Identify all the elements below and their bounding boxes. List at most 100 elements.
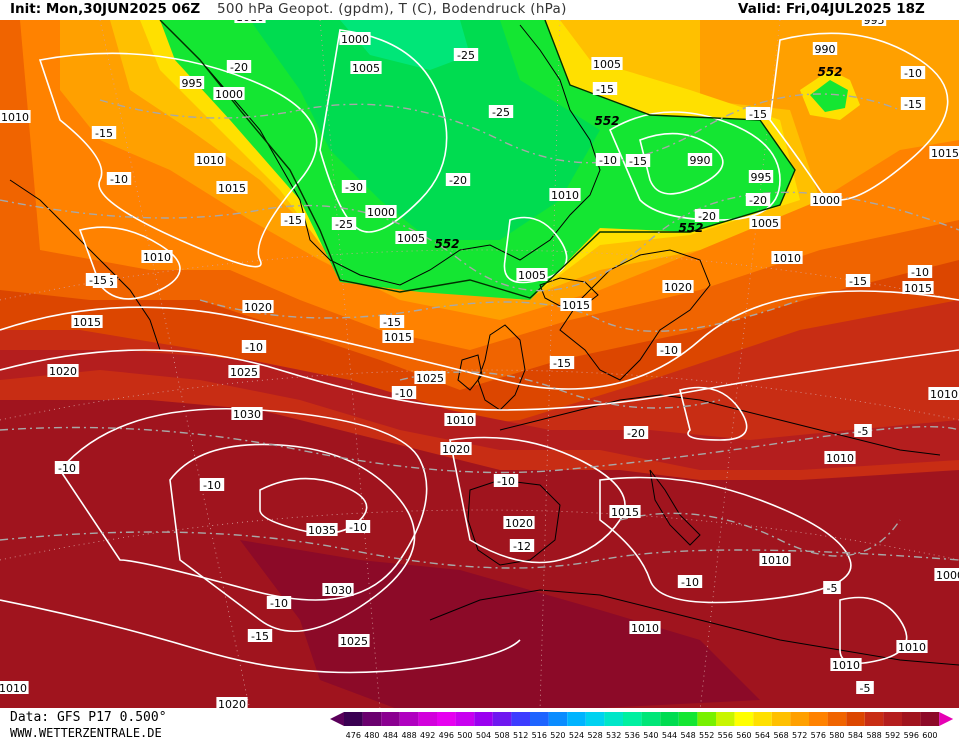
pressure-label: 1015 bbox=[560, 298, 592, 312]
svg-text:-10: -10 bbox=[599, 154, 617, 167]
svg-text:-20: -20 bbox=[749, 194, 767, 207]
pressure-label: 990 bbox=[812, 42, 838, 56]
svg-text:-20: -20 bbox=[449, 174, 467, 187]
pressure-label: 1000 bbox=[934, 568, 959, 582]
svg-text:995: 995 bbox=[751, 171, 772, 184]
temperature-label: -10 bbox=[595, 153, 621, 167]
legend-swatch bbox=[474, 712, 493, 726]
legend-arrow-left bbox=[330, 712, 344, 726]
coast-iberia bbox=[467, 479, 561, 566]
band-green-patch bbox=[810, 80, 848, 112]
legend-value: 496 bbox=[439, 731, 454, 740]
temperature-label: -15 bbox=[379, 315, 405, 329]
legend-value: 572 bbox=[792, 731, 807, 740]
svg-text:990: 990 bbox=[690, 154, 711, 167]
svg-text:-15: -15 bbox=[749, 108, 767, 121]
legend-value: 552 bbox=[699, 731, 714, 740]
pressure-label: 1010 bbox=[194, 153, 226, 167]
isobar-line bbox=[679, 386, 748, 441]
legend-value: 532 bbox=[606, 731, 621, 740]
pressure-label: 1000 bbox=[810, 193, 842, 207]
pressure-labels: 1000 995 1000 1005 1010 1015 1010 1015 1020 1020 1… bbox=[0, 10, 959, 711]
contour-552-line bbox=[159, 19, 796, 299]
svg-text:-10: -10 bbox=[110, 173, 128, 186]
init-time: Init: Mon,30JUN2025 06Z bbox=[10, 1, 201, 17]
legend-swatch bbox=[585, 712, 605, 726]
svg-text:1020: 1020 bbox=[505, 517, 533, 530]
contour-552-labels: 552 552 552 552 bbox=[434, 65, 842, 251]
pressure-label: 995 bbox=[179, 76, 205, 90]
isotherm-line bbox=[0, 531, 959, 569]
temperature-label: -10 bbox=[345, 520, 371, 534]
svg-text:1005: 1005 bbox=[397, 232, 425, 245]
svg-text:1020: 1020 bbox=[218, 698, 246, 711]
temperature-label: -10 bbox=[266, 596, 292, 610]
temperature-label: -30 bbox=[341, 180, 367, 194]
pressure-label: 1010 bbox=[141, 250, 173, 264]
legend-value: 560 bbox=[736, 731, 751, 740]
temperature-label: -15 bbox=[625, 154, 651, 168]
svg-text:-10: -10 bbox=[660, 344, 678, 357]
legend-swatch bbox=[716, 712, 735, 726]
temperature-label: -10 bbox=[199, 478, 225, 492]
temperature-label: -15 bbox=[592, 82, 618, 96]
legend-value: 564 bbox=[755, 731, 770, 740]
svg-text:1010: 1010 bbox=[898, 641, 926, 654]
svg-text:-15: -15 bbox=[596, 83, 614, 96]
grid-line bbox=[699, 19, 781, 711]
coast-greenland bbox=[169, 24, 601, 286]
svg-text:1010: 1010 bbox=[761, 554, 789, 567]
legend-swatch bbox=[548, 712, 568, 726]
isobar-line bbox=[78, 226, 181, 300]
grid-line bbox=[319, 19, 381, 711]
legend-value: 504 bbox=[476, 731, 491, 740]
svg-text:1015: 1015 bbox=[931, 147, 959, 160]
pressure-label: 990 bbox=[687, 153, 713, 167]
header-bar: Init: Mon,30JUN2025 06Z 500 hPa Geopot. … bbox=[0, 0, 959, 20]
temperature-label: -5 bbox=[823, 581, 841, 595]
svg-text:1000: 1000 bbox=[936, 569, 959, 582]
legend-swatch bbox=[734, 712, 754, 726]
svg-text:1025: 1025 bbox=[416, 372, 444, 385]
temperature-label: -20 bbox=[623, 426, 649, 440]
coast-ireland bbox=[457, 354, 483, 391]
temperature-label: -20 bbox=[445, 173, 471, 187]
isotherms bbox=[0, 93, 959, 569]
site-url: WWW.WETTERZENTRALE.DE bbox=[10, 726, 162, 740]
svg-text:1010: 1010 bbox=[196, 154, 224, 167]
svg-text:990: 990 bbox=[815, 43, 836, 56]
svg-text:-20: -20 bbox=[627, 427, 645, 440]
svg-text:-25: -25 bbox=[457, 49, 475, 62]
svg-text:1015: 1015 bbox=[611, 506, 639, 519]
temperature-label: -15 bbox=[845, 274, 871, 288]
svg-text:1010: 1010 bbox=[773, 252, 801, 265]
pressure-label: 995 bbox=[748, 170, 774, 184]
temperature-label: -10 bbox=[907, 265, 933, 279]
svg-text:-25: -25 bbox=[492, 106, 510, 119]
legend-value: 508 bbox=[494, 731, 509, 740]
svg-text:995: 995 bbox=[182, 77, 203, 90]
pressure-label: 1010 bbox=[549, 188, 581, 202]
isotherm-line bbox=[199, 299, 801, 332]
pressure-label: 1000 bbox=[213, 87, 245, 101]
temperature-label: -10 bbox=[241, 340, 267, 354]
coast-italy bbox=[649, 469, 701, 546]
legend-value: 592 bbox=[885, 731, 900, 740]
legend-swatch bbox=[864, 712, 884, 726]
svg-text:-15: -15 bbox=[95, 127, 113, 140]
legend-value: 476 bbox=[346, 731, 361, 740]
legend-value: 540 bbox=[643, 731, 658, 740]
svg-text:1000: 1000 bbox=[812, 194, 840, 207]
temperature-label: -10 bbox=[677, 575, 703, 589]
isotherm-line bbox=[619, 512, 901, 557]
pressure-label: 1020 bbox=[662, 280, 694, 294]
pressure-label: 1015 bbox=[382, 330, 414, 344]
legend-value: 596 bbox=[904, 731, 919, 740]
pressure-label: 1010 bbox=[896, 640, 928, 654]
svg-text:1000: 1000 bbox=[341, 33, 369, 46]
temperature-label: -10 bbox=[106, 172, 132, 186]
temperature-label: -10 bbox=[900, 66, 926, 80]
legend-value: 548 bbox=[680, 731, 695, 740]
legend-swatch bbox=[567, 712, 586, 726]
